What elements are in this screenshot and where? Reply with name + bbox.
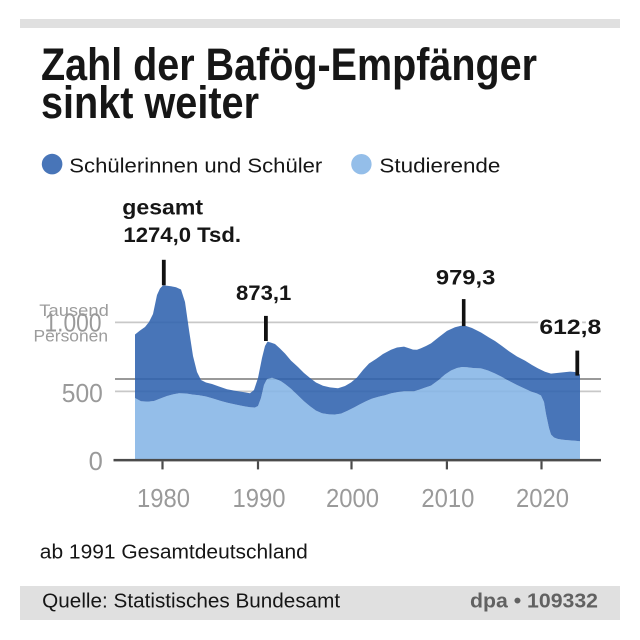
svg-text:2010: 2010 — [421, 485, 474, 513]
svg-text:1.000: 1.000 — [45, 309, 102, 337]
svg-text:979,3: 979,3 — [436, 265, 495, 289]
svg-text:dpa • 109332: dpa • 109332 — [470, 590, 598, 613]
svg-text:500: 500 — [62, 380, 103, 408]
svg-text:Personen: Personen — [34, 328, 109, 346]
svg-text:Tausend: Tausend — [39, 302, 109, 320]
svg-text:873,1: 873,1 — [236, 281, 291, 305]
svg-text:gesamt: gesamt — [122, 195, 203, 219]
svg-text:Quelle: Statistisches Bundesam: Quelle: Statistisches Bundesamt — [42, 590, 340, 613]
svg-text:1990: 1990 — [233, 485, 286, 513]
svg-text:1274,0 Tsd.: 1274,0 Tsd. — [123, 223, 241, 247]
svg-text:Zahl der Bafög-Empfänger: Zahl der Bafög-Empfänger — [41, 39, 537, 90]
svg-text:2020: 2020 — [516, 485, 569, 513]
svg-text:1980: 1980 — [137, 485, 190, 513]
svg-text:sinkt weiter: sinkt weiter — [41, 77, 259, 128]
svg-text:2000: 2000 — [326, 485, 379, 513]
svg-text:0: 0 — [89, 448, 103, 476]
svg-text:Studierende: Studierende — [379, 154, 500, 177]
svg-text:Schülerinnen und Schüler: Schülerinnen und Schüler — [69, 154, 322, 177]
svg-text:612,8: 612,8 — [539, 315, 601, 339]
svg-text:ab 1991 Gesamtdeutschland: ab 1991 Gesamtdeutschland — [40, 541, 308, 564]
